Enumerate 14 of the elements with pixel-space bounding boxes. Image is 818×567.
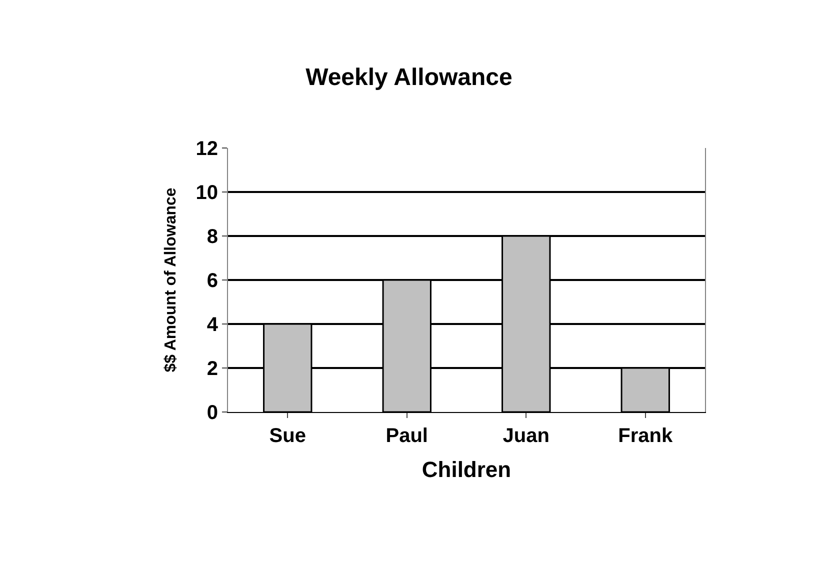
chart-title: Weekly Allowance: [306, 64, 512, 91]
y-tick-label: 10: [196, 182, 218, 204]
y-axis-title: $$ Amount of Allowance: [162, 188, 180, 372]
x-axis-title: Children: [422, 456, 512, 482]
y-tick-label: 2: [206, 358, 218, 380]
y-tick-label: 8: [206, 226, 218, 248]
x-tick-label: Frank: [618, 425, 674, 447]
y-tick-label: 4: [206, 314, 219, 336]
y-tick-label: 0: [206, 402, 218, 424]
x-tick-label: Sue: [269, 425, 306, 447]
y-tick-label: 12: [196, 138, 218, 160]
x-tick-label: Paul: [386, 425, 428, 447]
y-tick-label: 6: [206, 270, 218, 292]
x-tick-label: Juan: [502, 425, 550, 447]
